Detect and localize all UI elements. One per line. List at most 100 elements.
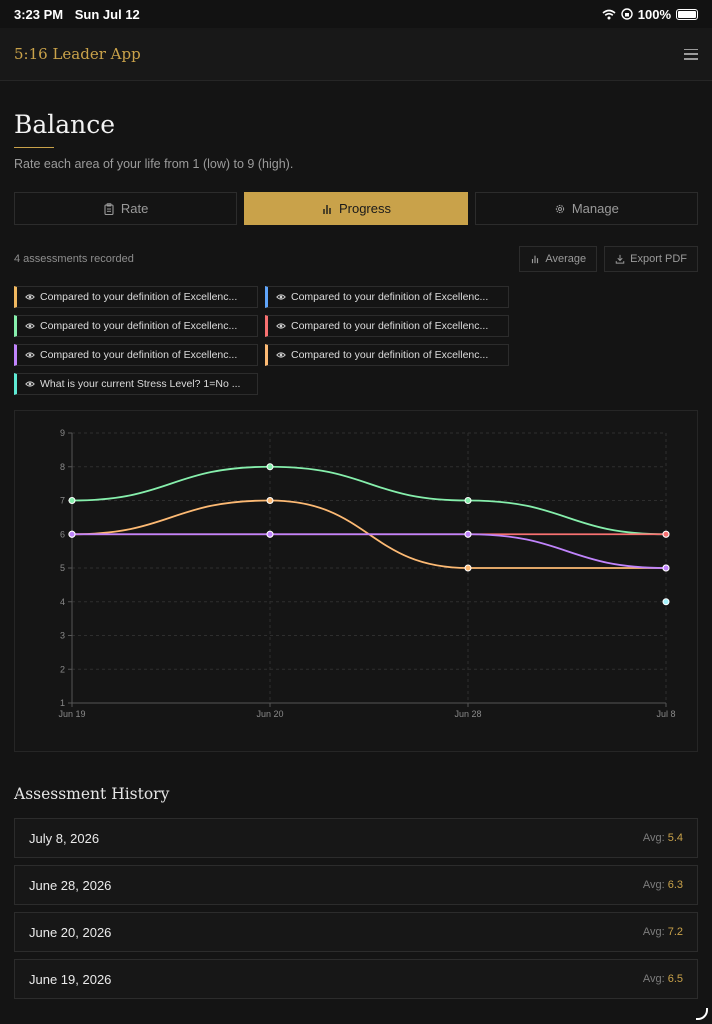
history-row[interactable]: June 19, 2026 Avg: 6.5 [14, 959, 698, 999]
history-row[interactable]: June 20, 2026 Avg: 7.2 [14, 912, 698, 952]
battery-icon [676, 8, 698, 20]
history-date: July 8, 2026 [29, 830, 100, 846]
status-time: 3:23 PM [14, 6, 64, 22]
history-title: Assessment History [14, 785, 170, 803]
legend-item[interactable]: What is your current Stress Level? 1=No … [14, 373, 258, 395]
history-avg-value: 5.4 [667, 832, 683, 844]
status-bar: 3:23 PM Sun Jul 12 100% [0, 0, 712, 28]
data-point [266, 497, 274, 504]
y-tick-label: 9 [60, 428, 65, 438]
status-right: 100% [602, 7, 698, 22]
x-tick-label: Jul 8 [656, 709, 675, 719]
x-tick-label: Jun 19 [58, 709, 85, 719]
assessment-history-list: July 8, 2026 Avg: 5.4 June 28, 2026 Avg: 6.… [14, 818, 698, 999]
tab-manage-label: Manage [571, 201, 619, 216]
legend-item-label: Compared to your definition of Excellenc… [40, 320, 238, 332]
eye-icon [25, 352, 35, 358]
tab-rate-label: Rate [120, 201, 149, 216]
legend-item-label: Compared to your definition of Excellenc… [40, 349, 238, 361]
main-content: Balance Rate each area of your life from… [0, 110, 712, 999]
legend-item[interactable]: Compared to your definition of Excellenc… [14, 286, 258, 308]
toolbar-buttons: Average Export PDF [519, 246, 698, 272]
gear-icon [555, 204, 564, 213]
hamburger-menu-icon[interactable] [684, 48, 698, 60]
clipboard-icon [104, 202, 114, 215]
history-avg-value: 6.5 [667, 973, 683, 985]
legend-item-label: Compared to your definition of Excellenc… [291, 320, 489, 332]
y-tick-label: 4 [60, 597, 65, 607]
eye-icon [25, 294, 35, 300]
history-date: June 20, 2026 [29, 924, 112, 940]
history-row[interactable]: July 8, 2026 Avg: 5.4 [14, 818, 698, 858]
legend-item[interactable]: Compared to your definition of Excellenc… [265, 286, 509, 308]
history-avg-label: Avg: [642, 879, 665, 891]
x-tick-label: Jun 28 [454, 709, 481, 719]
average-button-label: Average [545, 253, 587, 265]
bar-chart-icon [532, 255, 539, 264]
export-pdf-button-label: Export PDF [630, 253, 687, 265]
tab-progress[interactable]: Progress [244, 192, 468, 225]
chart-legend: Compared to your definition of Excellenc… [14, 286, 514, 395]
history-row[interactable]: June 28, 2026 Avg: 6.3 [14, 865, 698, 905]
history-avg-value: 6.3 [667, 879, 683, 891]
data-point [68, 530, 76, 538]
data-point [266, 463, 274, 471]
eye-icon [25, 381, 35, 387]
eye-icon [276, 294, 286, 300]
history-avg-label: Avg: [642, 973, 665, 985]
resize-corner-icon [696, 1008, 708, 1020]
legend-item-label: Compared to your definition of Excellenc… [40, 291, 238, 303]
tab-rate[interactable]: Rate [14, 192, 238, 225]
app-header: 5:16 Leader App [0, 28, 712, 81]
battery-percent: 100% [637, 6, 671, 22]
legend-item-label: What is your current Stress Level? 1=No … [40, 378, 241, 390]
legend-item[interactable]: Compared to your definition of Excellenc… [14, 344, 258, 366]
data-point [266, 530, 274, 538]
orientation-lock-icon [621, 8, 633, 20]
history-avg-label: Avg: [642, 832, 665, 844]
page-title: Balance [14, 110, 116, 139]
history-average: Avg: 7.2 [643, 926, 683, 938]
y-tick-label: 1 [60, 698, 65, 708]
x-tick-label: Jun 20 [256, 709, 283, 719]
legend-item[interactable]: Compared to your definition of Excellenc… [14, 315, 258, 337]
y-tick-label: 2 [60, 664, 65, 674]
eye-icon [276, 352, 286, 358]
bar-chart-icon [323, 204, 331, 214]
history-avg-value: 7.2 [667, 926, 683, 938]
data-point [68, 497, 76, 504]
line-chart: 1 2 3 4 5 6 7 8 9 Jun 19 Jun 20 Jun 28 Jul 8 [58, 428, 675, 719]
data-point [464, 564, 472, 572]
history-date: June 28, 2026 [29, 877, 112, 893]
eye-icon [25, 323, 35, 329]
data-point [662, 564, 670, 572]
legend-item-label: Compared to your definition of Excellenc… [291, 291, 489, 303]
download-icon [615, 254, 625, 264]
data-point [464, 530, 472, 538]
title-underline [14, 147, 54, 148]
status-left: 3:23 PM Sun Jul 12 [14, 7, 148, 22]
legend-item-label: Compared to your definition of Excellenc… [291, 349, 489, 361]
page-subtitle: Rate each area of your life from 1 (low)… [14, 157, 294, 171]
y-tick-label: 5 [60, 563, 65, 573]
history-date: June 19, 2026 [29, 971, 112, 987]
tab-manage[interactable]: Manage [474, 192, 698, 225]
legend-item[interactable]: Compared to your definition of Excellenc… [265, 344, 509, 366]
data-point [662, 530, 670, 538]
history-avg-label: Avg: [642, 926, 665, 938]
progress-toolbar: 4 assessments recorded Average Export PD… [14, 246, 698, 272]
export-pdf-button[interactable]: Export PDF [604, 246, 698, 272]
wifi-icon [602, 9, 616, 19]
average-button[interactable]: Average [519, 246, 598, 272]
legend-item[interactable]: Compared to your definition of Excellenc… [265, 315, 509, 337]
data-point [464, 497, 472, 504]
tab-progress-label: Progress [338, 201, 391, 216]
eye-icon [276, 323, 286, 329]
history-average: Avg: 6.3 [643, 879, 683, 891]
history-average: Avg: 5.4 [643, 832, 683, 844]
data-point [662, 598, 670, 606]
series-line [71, 465, 667, 536]
progress-chart: 1 2 3 4 5 6 7 8 9 Jun 19 Jun 20 Jun 28 Jul 8 [14, 410, 698, 752]
assessment-count: 4 assessments recorded [14, 253, 134, 265]
status-date: Sun Jul 12 [74, 6, 140, 22]
